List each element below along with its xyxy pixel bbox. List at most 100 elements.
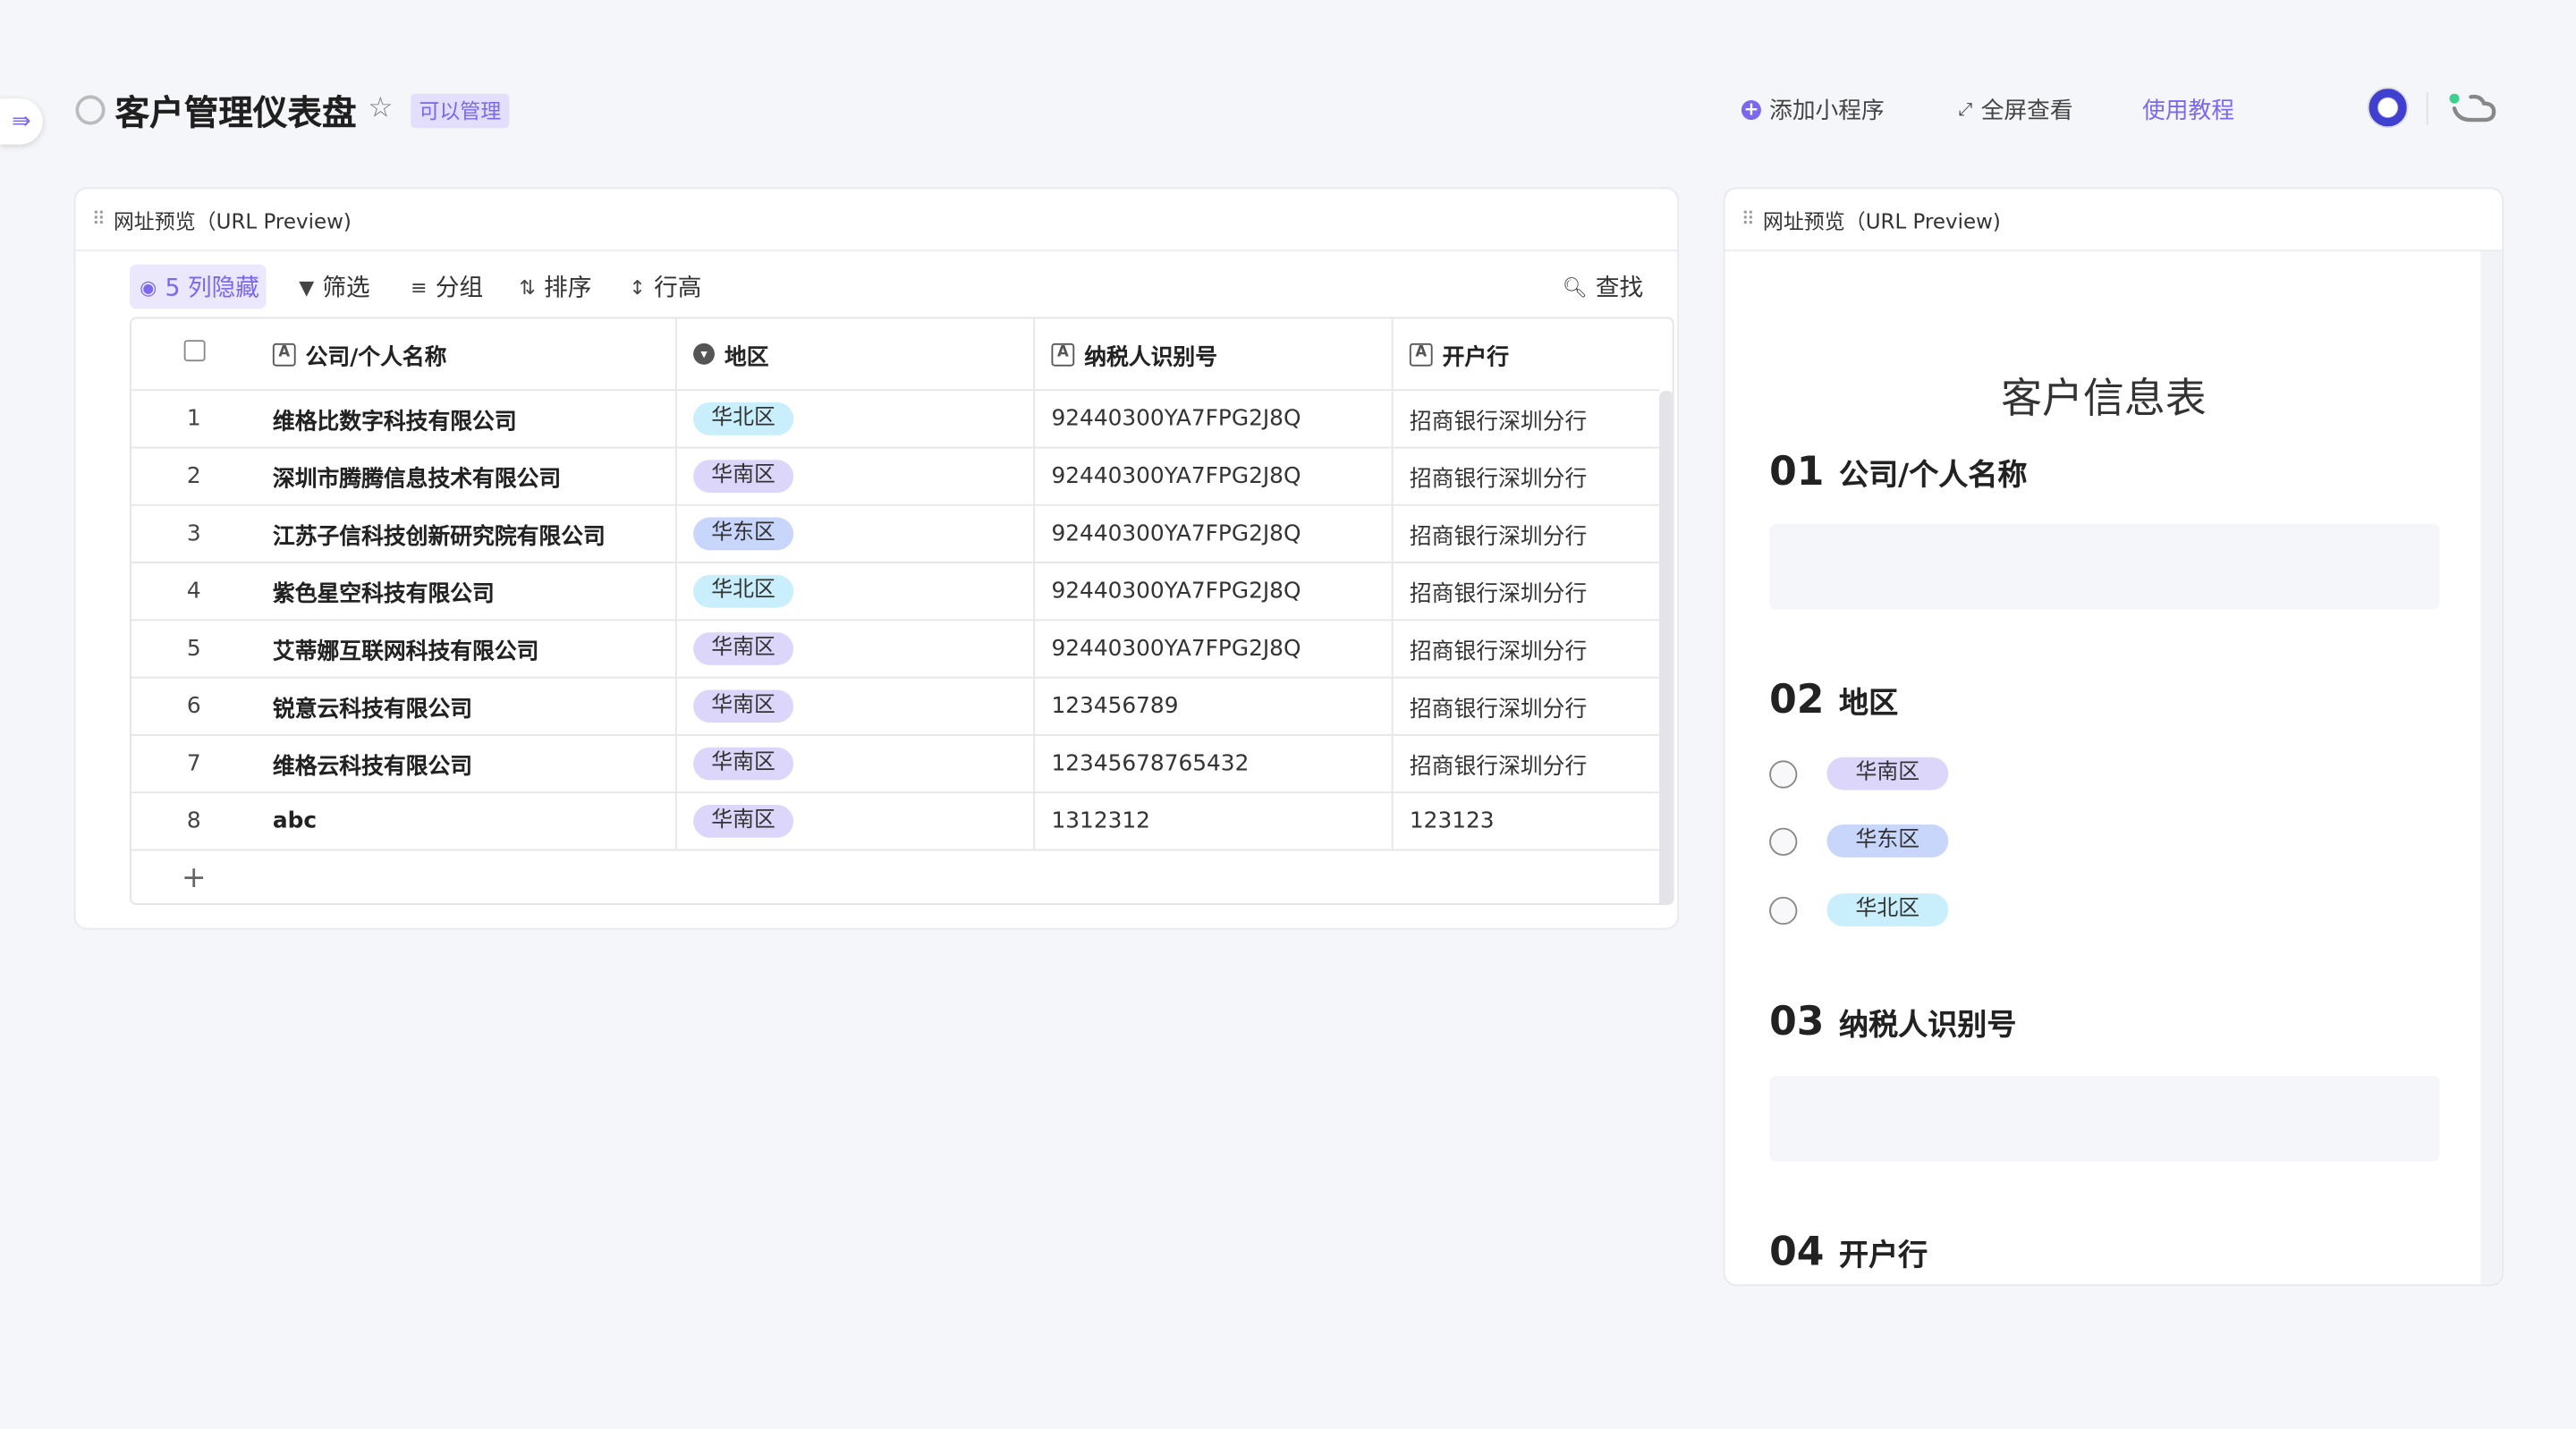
- radio-button[interactable]: [1769, 826, 1798, 856]
- hidden-columns-button[interactable]: ◉ 5 列隐藏: [130, 264, 267, 309]
- cloud-sync-icon[interactable]: [2448, 92, 2497, 125]
- table-row[interactable]: 6 锐意云科技有限公司 华南区 123456789 招商银行深圳分行: [131, 678, 1660, 736]
- cell-bank[interactable]: 招商银行深圳分行: [1409, 696, 1588, 723]
- form-scrollbar[interactable]: [2480, 251, 2503, 1285]
- url-preview-widget-right: ⠿ 网址预览（URL Preview) 客户信息表 01 公司/个人名称 02 地区 …: [1723, 187, 2504, 1287]
- cell-tax-id[interactable]: 12345678765432: [1035, 735, 1394, 792]
- add-row-button[interactable]: +: [131, 850, 1659, 904]
- cell-region[interactable]: 华东区: [677, 505, 1036, 562]
- cell-bank[interactable]: 招商银行深圳分行: [1409, 638, 1588, 665]
- region-option-north[interactable]: 华北区: [1769, 893, 1949, 926]
- star-icon[interactable]: ☆: [368, 91, 394, 125]
- cell-bank[interactable]: 招商银行深圳分行: [1409, 409, 1588, 435]
- form-preview: 客户信息表 01 公司/个人名称 02 地区 华南区 华东区 华北区 03 纳税人识别…: [1724, 251, 2483, 1285]
- select-all-checkbox[interactable]: [182, 340, 205, 362]
- row-number: 6: [186, 693, 201, 720]
- table-row[interactable]: 2 深圳市腾腾信息技术有限公司 华南区 92440300YA7FPG2J8Q 招…: [131, 448, 1660, 506]
- single-select-icon: ▾: [693, 342, 715, 365]
- cell-region[interactable]: 华北区: [677, 391, 1036, 447]
- plus-circle-icon: +: [1741, 99, 1761, 121]
- column-header-tax-id[interactable]: A 纳税人识别号: [1035, 318, 1394, 390]
- table-row[interactable]: 7 维格云科技有限公司 华南区 12345678765432 招商银行深圳分行: [131, 735, 1660, 794]
- url-preview-widget-left: ⠿ 网址预览（URL Preview) ◉ 5 列隐藏 ▼ 筛选 ≡ 分组 ⇅ 排序 ↕ 行…: [73, 187, 1680, 930]
- cell-tax-id[interactable]: 92440300YA7FPG2J8Q: [1035, 562, 1394, 620]
- region-option-east[interactable]: 华东区: [1769, 824, 1949, 858]
- cell-name[interactable]: abc: [257, 793, 677, 850]
- column-header-name[interactable]: A 公司/个人名称: [257, 318, 677, 390]
- hidden-columns-label: 5 列隐藏: [165, 275, 259, 302]
- cell-tax-id[interactable]: 92440300YA7FPG2J8Q: [1035, 448, 1394, 504]
- cell-name[interactable]: 锐意云科技有限公司: [257, 678, 677, 735]
- page-title: 客户管理仪表盘: [114, 93, 357, 133]
- region-option-south[interactable]: 华南区: [1769, 757, 1949, 791]
- column-label: 公司/个人名称: [305, 343, 447, 371]
- add-mini-app-label: 添加小程序: [1769, 98, 1885, 125]
- table-row[interactable]: 3 江苏子信科技创新研究院有限公司 华东区 92440300YA7FPG2J8Q…: [131, 505, 1660, 563]
- cell-tax-id[interactable]: 92440300YA7FPG2J8Q: [1035, 621, 1394, 677]
- cell-tax-id[interactable]: 92440300YA7FPG2J8Q: [1035, 391, 1394, 447]
- filter-button[interactable]: ▼ 筛选: [299, 265, 369, 309]
- table-row[interactable]: 5 艾蒂娜互联网科技有限公司 华南区 92440300YA7FPG2J8Q 招商…: [131, 621, 1660, 679]
- table-row[interactable]: 4 紫色星空科技有限公司 华北区 92440300YA7FPG2J8Q 招商银行…: [131, 562, 1660, 621]
- cell-region[interactable]: 华南区: [677, 793, 1036, 850]
- cell-name[interactable]: 艾蒂娜互联网科技有限公司: [257, 621, 677, 677]
- cell-bank[interactable]: 123123: [1409, 808, 1495, 835]
- radio-button[interactable]: [1769, 759, 1798, 788]
- cell-region[interactable]: 华南区: [677, 678, 1036, 735]
- radio-button[interactable]: [1769, 895, 1798, 925]
- cell-bank[interactable]: 招商银行深圳分行: [1409, 581, 1588, 608]
- cell-bank[interactable]: 招商银行深圳分行: [1409, 523, 1588, 551]
- drag-handle-icon[interactable]: ⠿: [1741, 208, 1755, 231]
- text-field-icon: A: [1409, 342, 1433, 366]
- row-number: 3: [186, 520, 201, 547]
- cell-tax-id[interactable]: 123456789: [1035, 678, 1394, 735]
- add-mini-app-button[interactable]: + 添加小程序: [1741, 94, 1885, 127]
- group-button[interactable]: ≡ 分组: [411, 265, 483, 309]
- dashboard-icon: [75, 95, 106, 125]
- tutorial-link[interactable]: 使用教程: [2142, 98, 2234, 125]
- region-tag: 华北区: [693, 402, 794, 435]
- cell-bank[interactable]: 招商银行深圳分行: [1409, 754, 1588, 781]
- column-label: 纳税人识别号: [1084, 343, 1217, 371]
- sidebar-toggle-button[interactable]: ⇛: [0, 98, 43, 145]
- table-row[interactable]: 1 维格比数字科技有限公司 华北区 92440300YA7FPG2J8Q 招商银…: [131, 391, 1660, 449]
- filter-label: 筛选: [322, 275, 370, 302]
- table-row[interactable]: 8 abc 华南区 1312312 123123: [131, 793, 1660, 851]
- row-height-button[interactable]: ↕ 行高: [629, 265, 701, 309]
- cell-name[interactable]: 深圳市腾腾信息技术有限公司: [257, 448, 677, 504]
- cell-name[interactable]: 维格云科技有限公司: [257, 735, 677, 792]
- table-scrollbar[interactable]: [1659, 391, 1673, 904]
- cell-tax-id[interactable]: 92440300YA7FPG2J8Q: [1035, 505, 1394, 562]
- cell-name[interactable]: 紫色星空科技有限公司: [257, 562, 677, 620]
- region-tag: 华南区: [693, 747, 794, 781]
- row-number: 4: [186, 578, 201, 605]
- name-input[interactable]: [1769, 523, 2440, 610]
- cell-bank[interactable]: 招商银行深圳分行: [1409, 466, 1588, 494]
- cell-tax-id[interactable]: 1312312: [1035, 793, 1394, 850]
- region-tag: 华南区: [693, 460, 794, 494]
- fullscreen-button[interactable]: ⤢ 全屏查看: [1958, 94, 2072, 127]
- cell-region[interactable]: 华南区: [677, 735, 1036, 792]
- widget-header[interactable]: ⠿ 网址预览（URL Preview): [75, 189, 1678, 252]
- form-section-region: 02 地区: [1769, 677, 1898, 723]
- search-button[interactable]: 🔍︎ 查找: [1563, 265, 1643, 309]
- widget-header[interactable]: ⠿ 网址预览（URL Preview): [1724, 189, 2503, 252]
- drag-handle-icon[interactable]: ⠿: [91, 208, 106, 231]
- eye-icon: ◉: [140, 275, 157, 299]
- cell-name[interactable]: 维格比数字科技有限公司: [257, 391, 677, 447]
- cell-name[interactable]: 江苏子信科技创新研究院有限公司: [257, 505, 677, 562]
- cell-region[interactable]: 华南区: [677, 621, 1036, 677]
- row-number: 1: [186, 405, 201, 433]
- cell-region[interactable]: 华北区: [677, 562, 1036, 620]
- column-header-region[interactable]: ▾ 地区: [677, 318, 1036, 390]
- avatar[interactable]: [2367, 87, 2409, 129]
- cell-region[interactable]: 华南区: [677, 448, 1036, 504]
- section-number: 03: [1769, 998, 1825, 1045]
- column-header-bank[interactable]: A 开户行: [1394, 318, 1660, 389]
- tax-id-input[interactable]: [1769, 1076, 2440, 1162]
- sort-label: 排序: [544, 275, 592, 302]
- expand-sidebar-icon: ⇛: [12, 108, 31, 135]
- row-number: 5: [186, 635, 201, 663]
- sort-button[interactable]: ⇅ 排序: [519, 265, 591, 309]
